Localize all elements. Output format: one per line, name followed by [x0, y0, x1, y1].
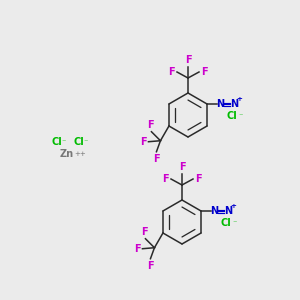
Text: ++: ++ [74, 151, 86, 157]
Text: F: F [162, 174, 169, 184]
Text: F: F [147, 120, 154, 130]
Text: F: F [141, 227, 148, 237]
Text: F: F [140, 137, 146, 147]
Text: F: F [147, 261, 154, 271]
Text: Cl: Cl [52, 137, 63, 147]
Text: N: N [216, 99, 224, 109]
Text: N: N [224, 206, 232, 216]
Text: F: F [195, 174, 202, 184]
Text: ⁻: ⁻ [62, 137, 66, 146]
Text: Cl: Cl [227, 111, 237, 121]
Text: F: F [153, 154, 160, 164]
Text: F: F [185, 55, 191, 65]
Text: ⁻: ⁻ [233, 218, 237, 227]
Text: F: F [201, 67, 208, 77]
Text: +: + [230, 203, 236, 209]
Text: Cl: Cl [221, 218, 231, 228]
Text: ⁻: ⁻ [84, 137, 88, 146]
Text: F: F [168, 67, 175, 77]
Text: +: + [236, 96, 242, 102]
Text: F: F [179, 162, 185, 172]
Text: ⁻: ⁻ [239, 112, 243, 121]
Text: Zn: Zn [60, 149, 74, 159]
Text: Cl: Cl [74, 137, 85, 147]
Text: F: F [134, 244, 140, 254]
Text: N: N [230, 99, 238, 109]
Text: N: N [210, 206, 218, 216]
